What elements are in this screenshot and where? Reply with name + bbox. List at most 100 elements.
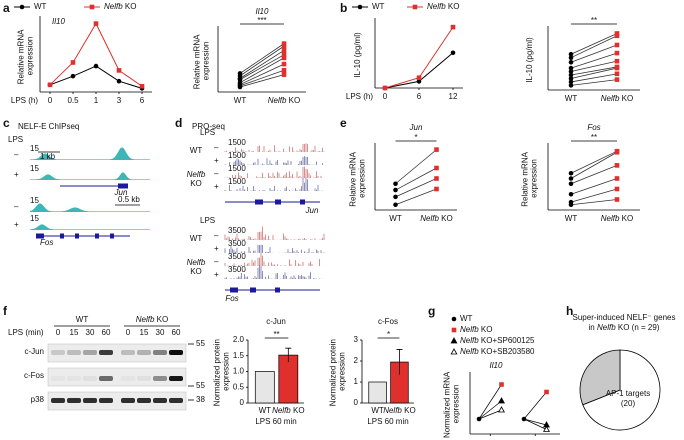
exon [75,233,79,239]
track-scale: 1500 [228,164,246,173]
exon [110,233,114,239]
error-bar [285,347,292,363]
point [614,163,620,168]
significance: ** [591,133,597,142]
point [614,65,620,71]
blot-strip [47,391,187,411]
pair-line [239,54,285,80]
pair-line [570,165,618,185]
x-tick-label: 12 [449,92,458,101]
track-label: – [214,169,219,178]
pair-line [239,45,285,77]
point [568,191,574,197]
point [47,82,53,88]
track-label: – [214,143,219,152]
pair-line [395,167,437,191]
track-scale: 15 [30,164,39,173]
legend-marker [412,4,418,10]
point [568,83,574,88]
legend-marker [19,4,25,10]
connector [478,384,502,420]
chart-title: c-Fos [378,317,398,326]
point [568,181,574,187]
point [450,50,456,56]
x-tick-label: 6 [140,96,145,105]
lane-label: 15 [70,328,79,337]
exon [118,183,128,189]
exon [95,233,99,239]
exon [36,233,44,239]
x-tick-label: WT [389,214,402,223]
point [434,186,439,192]
track-label: + [214,244,219,253]
point [614,71,620,77]
coverage-track [224,244,325,253]
panel-label: a [3,1,10,15]
lane-label: 30 [86,328,95,337]
track-label: – [214,231,219,240]
x-axis-label: LPS (h) [11,96,38,105]
point [568,170,574,176]
blot-band [137,398,151,403]
coverage-track [224,166,325,178]
pair-line [570,33,618,55]
y-axis-label: Relative mRNA expression [193,33,211,89]
point [281,48,287,53]
blot-band [99,376,113,381]
pair-line [239,74,285,88]
x-tick-label: 0.5 [67,96,79,105]
pair-line [570,35,618,59]
exon [275,199,281,205]
point [416,75,422,81]
blot-label: LPS (min) [8,328,44,337]
y-axis-label: IL-10 (pg/ml) [353,32,362,78]
bar [278,354,299,404]
y-axis-label: Relative mRNA expression [349,150,367,206]
exon [250,287,256,293]
panel-label: b [340,1,347,15]
point [568,72,574,78]
blot-band [51,376,65,381]
point [614,33,620,39]
gene-label: Jun [305,206,319,215]
legend-label: WT [460,314,473,323]
x-tick-label: 1 [94,96,99,105]
blot-band [67,398,81,403]
blot-band [121,350,135,355]
track-label: LPS [200,128,215,137]
point [568,51,574,57]
row-label: c-Fos [24,371,44,380]
significance: ** [591,16,597,25]
connector [523,418,547,426]
track-title: NELF-E ChIPseq [18,122,79,131]
pair-line [570,44,618,63]
x-tick-label: 0 [48,96,53,105]
marker-label: 55 [196,381,205,390]
pair-line [570,178,618,195]
coverage-track [224,264,325,279]
y-tick-label: 0.5 [233,382,245,391]
point [382,85,388,91]
track-scale: 15 [30,196,39,205]
track-label: + [214,270,219,279]
legend-marker [451,327,457,333]
pair-line [570,66,618,76]
point [116,78,122,84]
legend-label: Nelfb KO [427,2,459,11]
track-scale: 15 [30,214,39,223]
pair-line [239,69,285,87]
group-label: WT [76,315,89,324]
y-axis-label: Normalized mRNA expression [443,370,461,438]
pair-line [570,151,618,179]
connector [523,391,547,420]
slice-value-label: (20) [621,399,636,408]
exon [230,287,238,293]
chart-title: c-Jun [266,317,286,326]
panel-label: d [175,116,182,130]
pair-line [395,149,437,185]
point [450,24,456,30]
coverage-track [30,203,150,212]
pair-line [395,178,437,198]
point [93,63,99,69]
track-label: Nelfb [187,258,206,267]
